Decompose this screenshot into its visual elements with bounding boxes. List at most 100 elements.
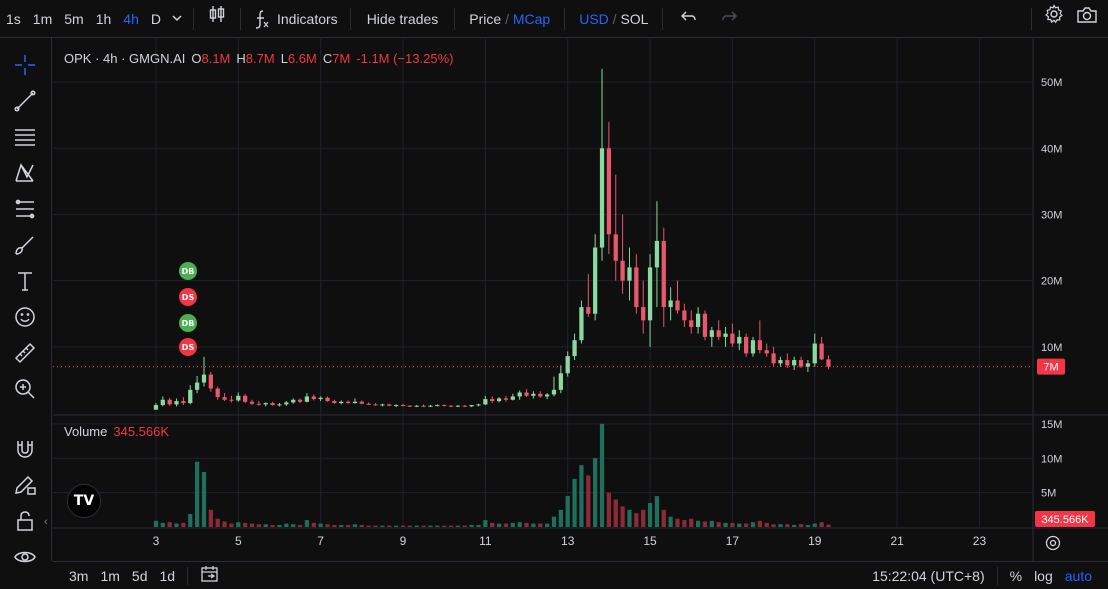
candle-body: [462, 405, 467, 407]
zoom-in-icon[interactable]: [10, 374, 40, 404]
candle-body: [682, 310, 687, 321]
volume-bar: [572, 478, 577, 527]
candle-body: [407, 405, 412, 407]
volume-bar: [654, 496, 660, 527]
divider: [564, 7, 566, 30]
pattern-icon[interactable]: [10, 158, 40, 188]
close-label: C: [322, 51, 333, 66]
candle-body: [366, 403, 371, 405]
range-3m[interactable]: 3m: [69, 567, 89, 584]
volume-bar: [634, 513, 639, 527]
goto-date-icon[interactable]: [194, 565, 226, 586]
volume-tick-label: 15M: [1041, 419, 1062, 431]
range-1d[interactable]: 1d: [159, 567, 176, 584]
auto-toggle[interactable]: auto: [1064, 568, 1092, 584]
divider: [454, 7, 456, 30]
crosshair-icon[interactable]: [10, 50, 40, 80]
candle-body: [160, 399, 165, 406]
candle-body: [702, 313, 708, 337]
candle-body: [551, 389, 557, 395]
magnet-icon[interactable]: [10, 434, 40, 464]
db-marker[interactable]: DB: [179, 262, 197, 280]
volume-bar: [332, 524, 337, 527]
eye-icon[interactable]: [10, 542, 40, 572]
volume-bar: [291, 524, 296, 527]
time-tick-label: 5: [235, 534, 242, 548]
ruler-icon[interactable]: [10, 338, 40, 368]
volume-bar: [153, 520, 159, 527]
price-mcap-toggle[interactable]: Price / MCap: [461, 0, 558, 38]
lock-icon[interactable]: [10, 506, 40, 536]
indicators-button[interactable]: Indicators: [247, 0, 344, 38]
indicators-label: Indicators: [276, 10, 338, 27]
ds-marker[interactable]: DS: [179, 288, 197, 306]
gear-outline: [1045, 535, 1061, 551]
time-tick-label: 17: [726, 534, 740, 548]
emoji-icon[interactable]: [10, 302, 40, 332]
axis-settings-icon[interactable]: [1045, 535, 1061, 551]
symbol-label[interactable]: OPK · 4h · GMGN.AI: [64, 51, 186, 66]
clock-time[interactable]: 15:22:04 (UTC+8): [872, 568, 985, 584]
volume-legend: Volume 345.566K: [64, 424, 169, 439]
current-volume-tag: [1035, 511, 1095, 527]
open-value: 8.1M: [201, 51, 231, 66]
volume-bar: [448, 525, 454, 527]
candle-body: [709, 330, 714, 337]
interval-1s[interactable]: 1s: [6, 10, 21, 27]
candle-body: [236, 395, 241, 401]
volume-bar: [428, 525, 433, 527]
candle-body: [544, 394, 550, 397]
undo-icon[interactable]: [669, 0, 709, 38]
candle-body: [579, 307, 584, 341]
text-icon[interactable]: [10, 266, 40, 296]
camera-icon[interactable]: [1070, 0, 1108, 38]
db-marker[interactable]: DB: [179, 314, 197, 332]
range-1m[interactable]: 1m: [100, 567, 120, 584]
volume-bar: [716, 522, 721, 527]
interval-1h[interactable]: 1h: [95, 10, 112, 27]
trend-line-icon[interactable]: [10, 86, 40, 116]
price-label: Price: [469, 10, 502, 27]
candle-body: [778, 360, 783, 364]
time-tick-label: 15: [643, 534, 657, 548]
pencil-lock-icon[interactable]: [10, 470, 40, 500]
candlestick-chart[interactable]: 7M 10M 20M 30M 40M 50M 5M 10M 15M 345.566K 3 5 7 9 11 1…: [53, 39, 1108, 561]
volume-bar: [826, 524, 831, 527]
tradingview-logo[interactable]: TV: [67, 484, 101, 518]
collapse-arrow-icon[interactable]: ‹: [44, 516, 48, 528]
candle-body: [744, 336, 749, 354]
interval-5m[interactable]: 5m: [64, 10, 84, 27]
volume-bar: [510, 522, 515, 527]
high-value: 8.7M: [245, 51, 275, 66]
volume-bar: [661, 509, 666, 527]
candle-body: [435, 405, 440, 407]
volume-bar: [682, 520, 687, 527]
price-tick-label: 40M: [1041, 143, 1062, 155]
interval-4h[interactable]: 4h: [123, 10, 139, 27]
hide-trades-button[interactable]: Hide trades: [366, 10, 439, 27]
candle-body: [737, 336, 742, 344]
volume-bar: [181, 522, 186, 527]
volume-bar: [249, 523, 255, 527]
low-label: L: [280, 51, 288, 66]
ds-marker[interactable]: DS: [179, 338, 197, 356]
brush-icon[interactable]: [10, 230, 40, 260]
fib-icon[interactable]: [10, 194, 40, 224]
interval-d[interactable]: D: [150, 10, 161, 27]
candle-body: [373, 404, 378, 406]
candle-body: [263, 403, 268, 405]
currency-toggle[interactable]: USD / SOL: [571, 0, 656, 38]
volume-bar: [442, 525, 447, 527]
gear-icon[interactable]: [1038, 0, 1070, 38]
volume-bar: [476, 524, 481, 527]
horizontal-lines-icon[interactable]: [10, 122, 40, 152]
percent-toggle[interactable]: %: [1009, 568, 1023, 584]
log-toggle[interactable]: log: [1034, 568, 1053, 584]
interval-1m[interactable]: 1m: [32, 10, 53, 27]
chevron-down-icon[interactable]: [167, 0, 187, 38]
redo-icon[interactable]: [709, 0, 749, 38]
candle-body: [826, 359, 831, 367]
candles-icon[interactable]: [200, 0, 234, 38]
range-5d[interactable]: 5d: [131, 567, 148, 584]
volume-bar: [318, 523, 323, 527]
